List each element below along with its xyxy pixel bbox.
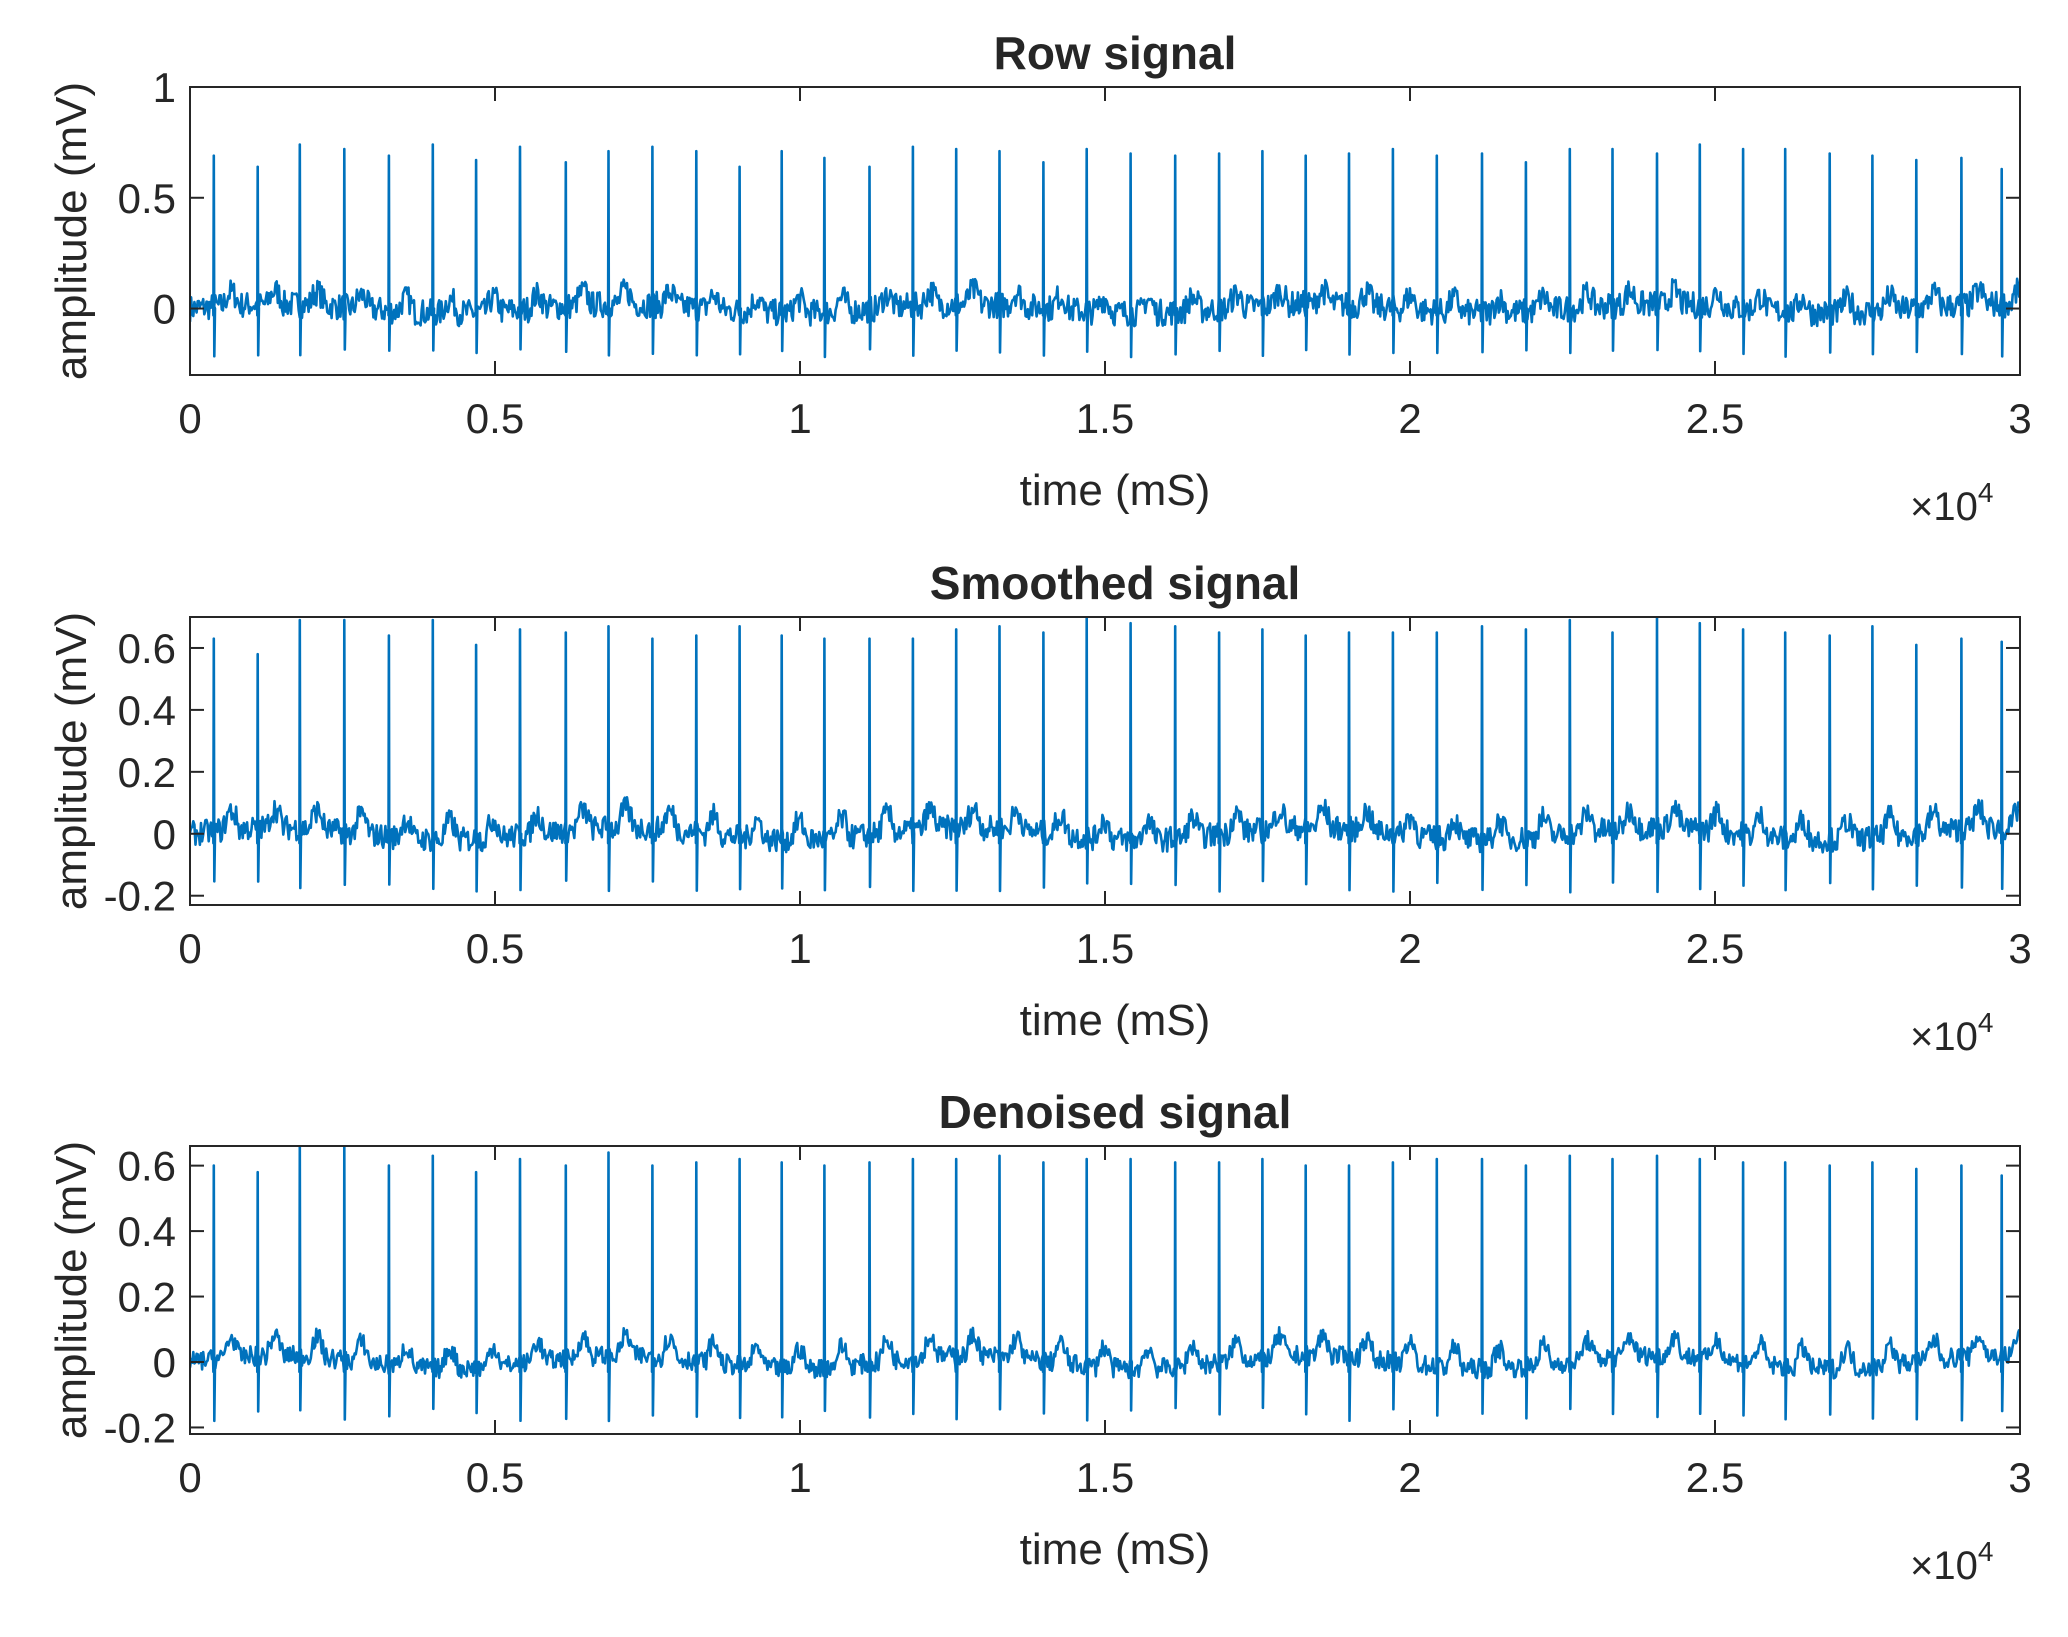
- x-tick-label: 1.5: [1076, 1454, 1134, 1501]
- x-tick-label: 0: [178, 1454, 201, 1501]
- x-tick-label: 3: [2008, 925, 2031, 972]
- y-tick-label: 1: [153, 64, 176, 111]
- x-tick-label: 2: [1398, 395, 1421, 442]
- signal-line: [190, 1146, 2020, 1423]
- y-axis-label: amplitude (mV): [47, 1141, 96, 1439]
- y-tick-label: 0: [153, 286, 176, 333]
- x-tick-label: 3: [2008, 395, 2031, 442]
- y-tick-label: 0.4: [118, 687, 176, 734]
- y-tick-label: 0.6: [118, 625, 176, 672]
- x-tick-label: 2.5: [1686, 925, 1744, 972]
- y-axis-label: amplitude (mV): [47, 612, 96, 910]
- axes-box: [189, 86, 2021, 376]
- x-tick-label: 1: [788, 925, 811, 972]
- x-multiplier-base: ×10: [1910, 1544, 1978, 1588]
- x-axis-label: time (mS): [1020, 1525, 1211, 1574]
- signal-line: [190, 617, 2020, 894]
- x-multiplier-exponent: 4: [1978, 1007, 1994, 1038]
- x-axis-multiplier: ×104: [1910, 1007, 1993, 1059]
- chart-title: Row signal: [994, 27, 1237, 79]
- x-tick-label: 2: [1398, 1454, 1421, 1501]
- y-tick-label: 0.2: [118, 749, 176, 796]
- signal-series: [190, 143, 2020, 359]
- x-tick-label: 0: [178, 395, 201, 442]
- y-tick-label: 0.2: [118, 1274, 176, 1321]
- x-tick-label: 1.5: [1076, 395, 1134, 442]
- x-tick-label: 2.5: [1686, 1454, 1744, 1501]
- x-tick-label: 0.5: [466, 395, 524, 442]
- chart-title: Smoothed signal: [930, 557, 1301, 609]
- x-multiplier-base: ×10: [1910, 485, 1978, 529]
- x-multiplier-exponent: 4: [1978, 477, 1994, 508]
- x-tick-label: 2.5: [1686, 395, 1744, 442]
- subplot-1: 0 0.5 1 1.5 2 2.5 3 0 0.5 1 Row signal time (mS) amp…: [47, 27, 2032, 529]
- y-tick-label: 0.6: [118, 1143, 176, 1190]
- y-axis-label: amplitude (mV): [47, 82, 96, 380]
- signal-series: [190, 1146, 2020, 1423]
- x-multiplier-base: ×10: [1910, 1015, 1978, 1059]
- x-axis-multiplier: ×104: [1910, 1536, 1993, 1588]
- axes-box: [189, 1145, 2021, 1435]
- x-tick-label: 3: [2008, 1454, 2031, 1501]
- signal-series: [190, 617, 2020, 894]
- y-tick-label: 0.5: [118, 175, 176, 222]
- x-axis-multiplier: ×104: [1910, 477, 1993, 529]
- x-tick-label: 2: [1398, 925, 1421, 972]
- x-tick-label: 0: [178, 925, 201, 972]
- x-tick-label: 0.5: [466, 1454, 524, 1501]
- signal-line: [190, 143, 2020, 359]
- x-tick-label: 1: [788, 395, 811, 442]
- y-tick-label: -0.2: [104, 873, 176, 920]
- x-tick-label: 0.5: [466, 925, 524, 972]
- x-tick-label: 1: [788, 1454, 811, 1501]
- x-axis-label: time (mS): [1020, 466, 1211, 515]
- y-tick-label: 0.4: [118, 1208, 176, 1255]
- x-axis-label: time (mS): [1020, 996, 1211, 1045]
- y-tick-label: 0: [153, 811, 176, 858]
- x-tick-label: 1.5: [1076, 925, 1134, 972]
- y-tick-label: 0: [153, 1339, 176, 1386]
- y-tick-label: -0.2: [104, 1404, 176, 1451]
- chart-title: Denoised signal: [939, 1086, 1292, 1138]
- x-multiplier-exponent: 4: [1978, 1536, 1994, 1567]
- axes-box: [189, 616, 2021, 906]
